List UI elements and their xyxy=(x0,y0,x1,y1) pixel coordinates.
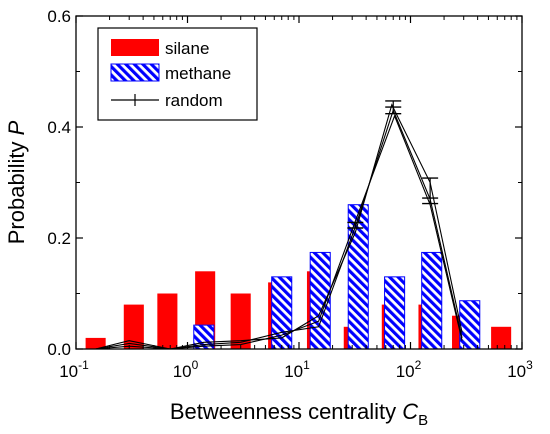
x-axis-title: Betweenness centrality CB xyxy=(170,399,428,429)
legend: silane methane random xyxy=(97,27,258,121)
y-axis-title: Probability P xyxy=(4,120,29,244)
x-tick-label-4: 103 xyxy=(507,358,533,381)
methane-bar-6 xyxy=(459,300,481,350)
legend-label-silane: silane xyxy=(165,39,209,58)
silane-bar-11 xyxy=(491,326,512,349)
y-tick-label-2: 0.4 xyxy=(47,118,71,137)
methane-bar-3 xyxy=(347,204,369,350)
y-tick-label-1: 0.2 xyxy=(47,229,71,248)
y-tick-label-3: 0.6 xyxy=(47,7,71,26)
y-tick-label-0: 0.0 xyxy=(47,340,71,359)
silane-bar-4 xyxy=(230,293,251,349)
x-tick-label-0: 10-1 xyxy=(59,358,89,381)
silane-bar-1 xyxy=(123,304,144,349)
random-line-2 xyxy=(95,114,463,350)
random-line-1 xyxy=(95,108,463,350)
legend-swatch-silane xyxy=(111,39,159,56)
silane-bar-0 xyxy=(85,337,106,349)
x-tick-label-2: 101 xyxy=(284,358,310,381)
methane-bar-2 xyxy=(309,251,331,350)
legend-label-methane: methane xyxy=(165,64,231,83)
methane-bar-4 xyxy=(384,276,406,350)
legend-label-random: random xyxy=(165,91,223,110)
methane-bar-5 xyxy=(421,251,443,350)
legend-swatch-methane xyxy=(110,63,160,82)
x-tick-label-3: 102 xyxy=(396,358,422,381)
silane-bar-2 xyxy=(157,293,178,349)
x-tick-label-1: 100 xyxy=(173,358,199,381)
random-line-0 xyxy=(95,103,463,350)
